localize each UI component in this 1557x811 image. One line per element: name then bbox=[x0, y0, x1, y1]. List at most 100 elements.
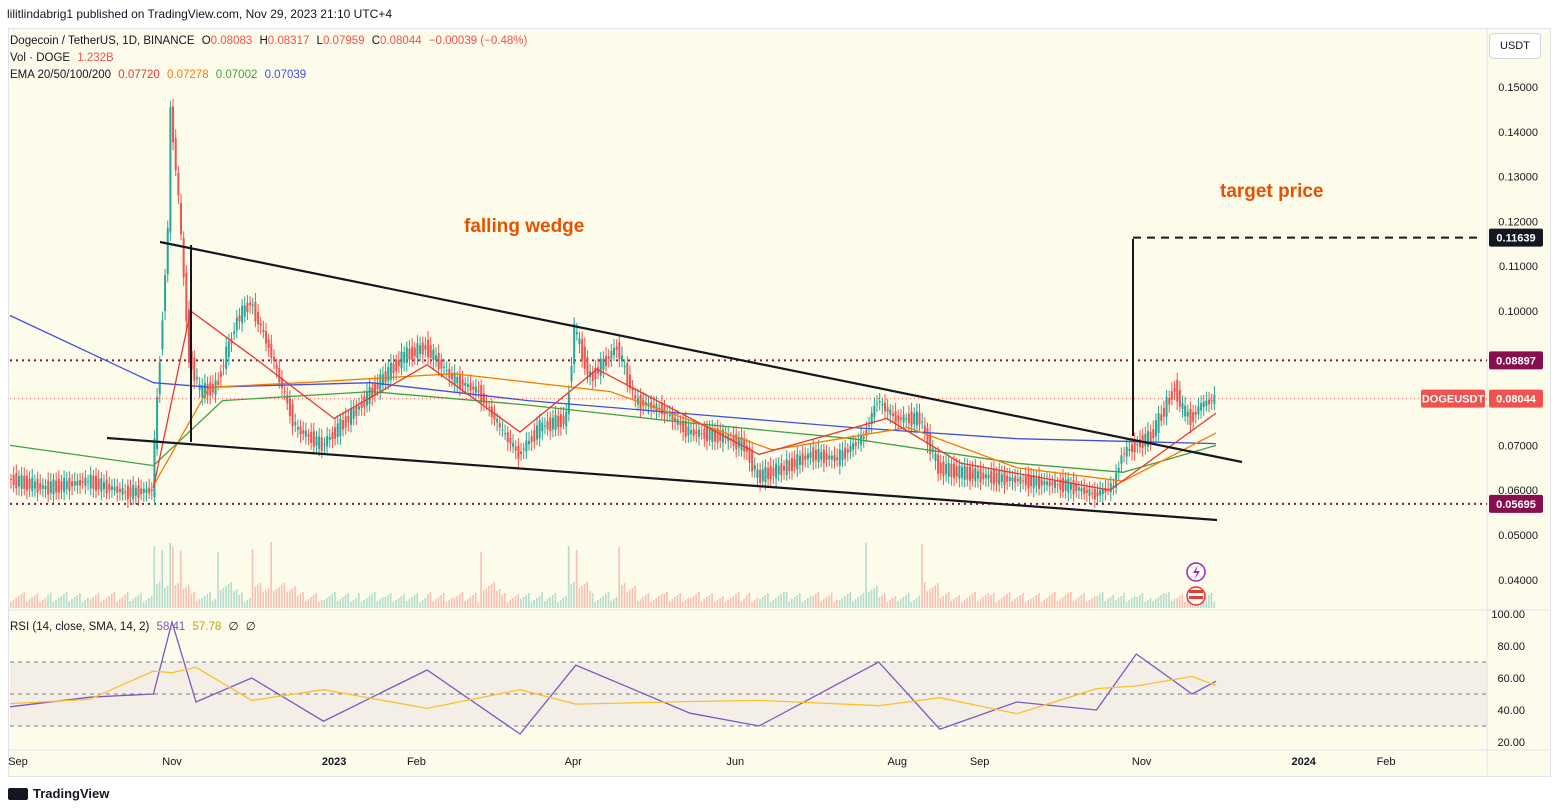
volume-bar bbox=[20, 594, 23, 608]
candle-body bbox=[36, 478, 39, 493]
candle-body bbox=[1048, 480, 1051, 487]
volume-bar bbox=[201, 598, 203, 608]
ema-label[interactable]: EMA 20/50/100/200 bbox=[10, 69, 112, 81]
candle-body bbox=[857, 441, 860, 443]
candle-body bbox=[1077, 487, 1080, 491]
currency-unit-button[interactable]: USDT bbox=[1489, 33, 1541, 59]
volume-bar bbox=[1019, 595, 1022, 608]
candle-body bbox=[469, 383, 472, 391]
candle-body bbox=[1152, 429, 1155, 439]
candle-body bbox=[961, 467, 964, 478]
candle-body bbox=[1128, 448, 1131, 451]
candle-body bbox=[39, 483, 42, 490]
volume-bar bbox=[137, 595, 140, 608]
candle-body bbox=[55, 480, 58, 493]
candle-body bbox=[836, 457, 839, 460]
candle-body bbox=[65, 480, 68, 489]
volume-label[interactable]: Vol · DOGE bbox=[10, 52, 71, 64]
volume-bar bbox=[225, 586, 227, 608]
candle-body bbox=[841, 450, 844, 461]
candle-body bbox=[336, 423, 339, 438]
volume-bar bbox=[63, 594, 65, 608]
candle-body bbox=[886, 407, 889, 412]
volume-bar bbox=[976, 601, 979, 608]
candle-body bbox=[365, 391, 368, 406]
candle-body bbox=[692, 429, 695, 436]
volume-bar bbox=[1040, 602, 1043, 608]
price-tick-label: 0.04000 bbox=[1498, 575, 1538, 587]
chart-panel[interactable] bbox=[8, 28, 1551, 777]
candle-body bbox=[201, 385, 204, 398]
candle-body bbox=[142, 488, 145, 494]
candle-body bbox=[52, 479, 55, 495]
candle-body bbox=[1170, 391, 1173, 400]
candle-body bbox=[666, 411, 669, 414]
volume-bar bbox=[690, 598, 692, 608]
volume-bar bbox=[907, 593, 910, 608]
candle-body bbox=[1069, 482, 1072, 490]
tradingview-logo[interactable]: TradingView bbox=[8, 786, 109, 801]
candle-body bbox=[575, 331, 578, 335]
candle-body bbox=[647, 403, 650, 407]
candle-body bbox=[23, 476, 26, 489]
rsi-label[interactable]: RSI (14, close, SMA, 14, 2) bbox=[10, 621, 150, 633]
candle-body bbox=[913, 413, 916, 424]
candle-body bbox=[259, 323, 262, 326]
candle-body bbox=[350, 408, 353, 425]
volume-bar bbox=[145, 600, 148, 608]
volume-bar bbox=[841, 598, 844, 608]
volume-bar bbox=[937, 583, 939, 608]
candle-body bbox=[243, 305, 246, 317]
candle-body bbox=[581, 339, 584, 360]
volume-bar bbox=[713, 602, 716, 608]
volume-bar bbox=[514, 596, 517, 608]
volume-bar bbox=[788, 601, 790, 608]
volume-bar bbox=[373, 592, 376, 608]
candle-body bbox=[110, 486, 113, 490]
volume-bar bbox=[1053, 592, 1056, 608]
candle-body bbox=[161, 320, 164, 350]
candle-body bbox=[84, 477, 87, 486]
wedge-lower-trendline[interactable] bbox=[106, 436, 1218, 522]
candle-body bbox=[1022, 480, 1025, 482]
candle-body bbox=[759, 469, 762, 483]
candle-body bbox=[1080, 488, 1083, 492]
volume-bar bbox=[541, 592, 543, 608]
volume-bar bbox=[1115, 600, 1117, 608]
volume-bar bbox=[1038, 593, 1040, 608]
volume-bar bbox=[658, 596, 660, 608]
volume-bar bbox=[142, 602, 145, 608]
volume-bar bbox=[700, 601, 703, 608]
volume-bar bbox=[958, 595, 960, 608]
candle-body bbox=[543, 425, 546, 427]
candle-body bbox=[687, 426, 690, 436]
wedge-upper-trendline[interactable] bbox=[159, 240, 1243, 464]
symbol-name[interactable]: Dogecoin / TetherUS, 1D, BINANCE bbox=[10, 35, 195, 47]
volume-bar bbox=[679, 593, 682, 608]
candle-body bbox=[894, 411, 897, 424]
volume-bar bbox=[443, 593, 445, 608]
volume-bar bbox=[320, 600, 323, 608]
candle-body bbox=[713, 429, 716, 442]
candle-body bbox=[395, 359, 398, 372]
time-tick-label: 2023 bbox=[322, 756, 346, 768]
volume-bar bbox=[881, 595, 883, 608]
candle-body bbox=[711, 427, 714, 442]
volume-bar bbox=[987, 593, 990, 608]
last-price-tag: 0.08044 bbox=[1496, 394, 1537, 406]
candle-body bbox=[626, 363, 629, 385]
candle-body bbox=[87, 481, 90, 483]
candle-body bbox=[299, 426, 302, 435]
ema50-line bbox=[152, 373, 1217, 487]
volume-bar bbox=[100, 602, 102, 608]
volume-bar bbox=[990, 595, 992, 608]
volume-bar bbox=[1056, 601, 1059, 608]
volume-bar bbox=[448, 600, 450, 608]
volume-bar bbox=[764, 595, 767, 608]
volume-bar bbox=[177, 583, 179, 608]
candle-body bbox=[517, 445, 520, 460]
candle-body bbox=[1125, 446, 1128, 457]
candle-body bbox=[286, 395, 289, 404]
volume-bar bbox=[1168, 592, 1170, 608]
